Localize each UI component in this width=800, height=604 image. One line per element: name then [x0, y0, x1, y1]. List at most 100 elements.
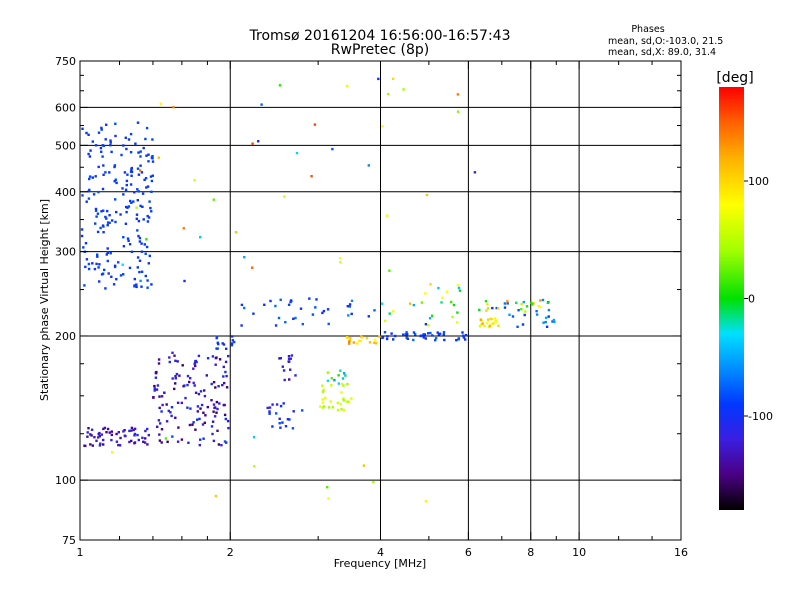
echo-point — [225, 374, 228, 378]
echo-point — [174, 359, 177, 362]
echo-point — [214, 494, 218, 498]
echo-point — [268, 406, 272, 409]
echo-point — [196, 405, 200, 408]
echo-point — [130, 429, 133, 432]
echo-point — [490, 317, 493, 321]
echo-point — [456, 110, 460, 113]
echo-point — [326, 486, 329, 489]
echo-point — [315, 298, 318, 301]
echo-point — [331, 147, 334, 151]
echo-point — [140, 171, 144, 174]
echo-point — [287, 357, 291, 361]
echo-point — [146, 185, 150, 188]
echo-point — [523, 313, 526, 317]
echo-point — [422, 333, 425, 336]
echo-point — [174, 382, 177, 385]
echo-point — [546, 301, 550, 304]
echo-point — [365, 337, 369, 340]
echo-point — [157, 156, 160, 159]
echo-point — [253, 465, 256, 468]
echo-point — [128, 243, 132, 246]
echo-point — [180, 438, 184, 441]
echo-point — [142, 440, 145, 443]
echo-point — [279, 426, 282, 429]
echo-point — [137, 173, 141, 176]
echo-point — [133, 432, 137, 436]
echo-point — [95, 215, 98, 218]
echo-point — [115, 278, 118, 281]
echo-point — [283, 195, 286, 198]
echo-point — [222, 375, 225, 378]
echo-point — [456, 283, 460, 287]
echo-point — [133, 434, 136, 437]
echo-point — [102, 438, 105, 442]
echo-point — [515, 301, 518, 304]
echo-point — [517, 309, 520, 312]
echo-point — [274, 304, 277, 308]
echo-point — [130, 166, 133, 170]
echo-point — [301, 409, 304, 412]
echo-point — [151, 160, 155, 163]
echo-point — [91, 140, 94, 143]
echo-point — [347, 314, 350, 317]
echo-point — [83, 444, 86, 447]
echo-point — [199, 407, 202, 410]
echo-point — [495, 306, 498, 310]
echo-point — [140, 285, 143, 288]
echo-point — [160, 395, 164, 398]
echo-point — [102, 164, 105, 167]
echo-point — [213, 415, 217, 418]
echo-point — [434, 339, 437, 342]
echo-point — [211, 355, 215, 358]
echo-point — [117, 443, 120, 447]
echo-point — [488, 324, 492, 328]
echo-point — [283, 378, 286, 382]
echo-point — [215, 356, 218, 359]
echo-point — [161, 403, 164, 407]
echo-point — [139, 204, 142, 208]
echo-point — [225, 386, 229, 389]
echo-point — [321, 311, 324, 315]
echo-point — [184, 396, 187, 400]
echo-point — [373, 309, 376, 312]
echo-point — [308, 297, 311, 300]
echo-point — [478, 325, 482, 328]
echo-point — [346, 305, 349, 308]
x-axis-label: Frequency [MHz] — [334, 557, 426, 570]
echo-point — [202, 411, 205, 414]
echo-point — [101, 155, 104, 158]
echo-point — [136, 266, 139, 269]
echo-point — [321, 401, 325, 404]
echo-point — [392, 338, 395, 341]
echo-point — [486, 307, 490, 310]
echo-point — [113, 264, 117, 267]
echo-point — [319, 405, 322, 408]
echo-point — [146, 220, 150, 223]
echo-point — [174, 375, 177, 378]
echo-point — [128, 266, 132, 270]
echo-point — [87, 152, 90, 156]
echo-point — [321, 390, 325, 393]
echo-point — [231, 335, 234, 338]
echo-point — [141, 205, 144, 208]
echo-point — [87, 267, 91, 271]
echo-point — [110, 275, 113, 278]
echo-point — [217, 385, 220, 388]
echo-point — [94, 207, 98, 211]
echo-point — [251, 142, 254, 145]
echo-point — [176, 440, 180, 443]
echo-point — [215, 347, 218, 350]
echo-point — [96, 253, 99, 256]
echo-point — [140, 250, 144, 253]
echo-point — [182, 227, 185, 230]
echo-point — [350, 312, 353, 316]
echo-point — [139, 279, 142, 283]
echo-point — [281, 365, 284, 368]
echo-point — [210, 425, 214, 428]
echo-point — [422, 336, 425, 339]
echo-point — [137, 190, 140, 193]
echo-point — [109, 252, 112, 255]
echo-point — [343, 372, 346, 375]
echo-point — [230, 344, 234, 347]
echo-point — [240, 303, 244, 307]
